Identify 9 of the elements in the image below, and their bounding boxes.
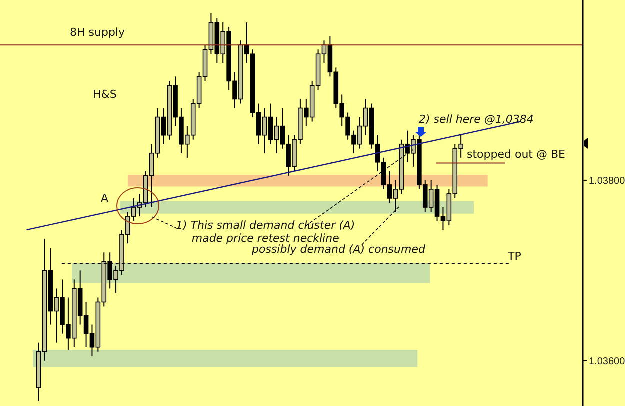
annotation: H&S [93,88,117,101]
ref-line-label: 8H supply [70,26,125,39]
y-tick-label: 1.03600 [589,356,625,368]
y-tick-label: 1.03800 [589,176,625,187]
annotation: 2) sell here @1,0384 [419,113,534,126]
ref-line-label: stopped out @ BE [467,148,566,161]
ref-line-label: TP [508,250,522,263]
annotation: possibly demand (A) consumed [252,243,426,256]
annotation: A [101,192,109,205]
